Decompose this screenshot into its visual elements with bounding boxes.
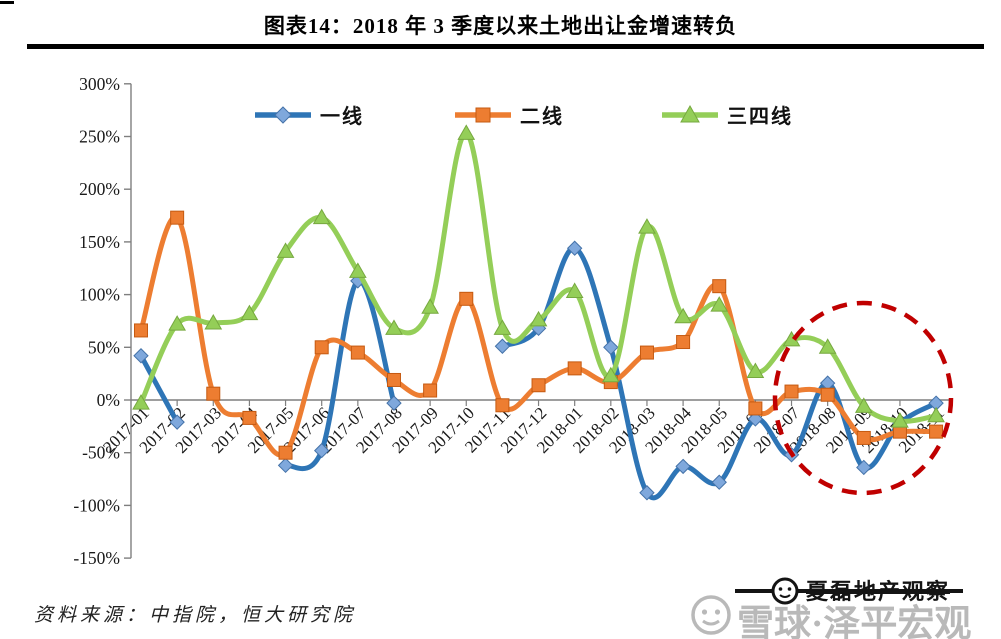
y-tick-label: 300% <box>79 74 120 94</box>
watermark-xialei: 夏磊地产观察 <box>806 579 951 604</box>
series-tier1 <box>133 240 944 501</box>
title-rule <box>27 44 984 49</box>
legend-label-tier34: 三四线 <box>727 106 793 128</box>
legend-item-tier1: 一线 <box>253 100 364 129</box>
y-tick-label: 0% <box>97 390 120 410</box>
legend-item-tier2: 二线 <box>453 100 564 129</box>
y-tick-label: 150% <box>79 232 120 252</box>
legend-sample-tier1-icon <box>255 105 311 124</box>
y-tick-label: -100% <box>73 495 120 515</box>
legend-sample-tier34-icon <box>662 104 718 122</box>
source-note: 资料来源：中指院，恒大研究院 <box>34 605 357 626</box>
watermark-xueqiu: 雪球·泽平宏观 <box>737 604 972 639</box>
annotation-ellipse <box>772 300 954 496</box>
legend-item-tier34: 三四线 <box>660 100 793 129</box>
legend-label-tier1: 一线 <box>320 106 364 128</box>
snowball-logo-icon <box>691 595 731 635</box>
legend-sample-tier2-icon <box>455 107 511 122</box>
y-tick-label: -50% <box>82 443 120 463</box>
y-tick-label: 100% <box>79 285 120 305</box>
y-tick-label: 250% <box>79 127 120 147</box>
page-title: 图表14：2018 年 3 季度以来土地出让金增速转负 <box>263 14 738 38</box>
legend-label-tier2: 二线 <box>520 106 564 128</box>
y-tick-label: -150% <box>73 548 120 568</box>
series-tier34 <box>132 124 945 428</box>
watermark-strike-line <box>735 589 963 593</box>
corner-mark <box>0 1 14 4</box>
strike-face-logo-icon <box>771 577 799 605</box>
y-tick-label: 200% <box>79 179 120 199</box>
y-tick-label: 50% <box>88 337 120 357</box>
